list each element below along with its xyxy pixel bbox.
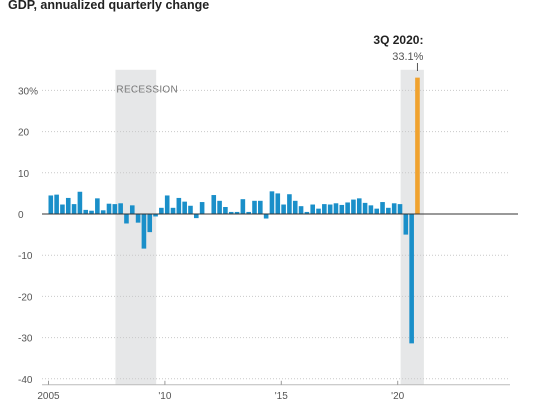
- bar-q48: [327, 204, 333, 214]
- bar-q28: [211, 195, 217, 214]
- y-tick-label: -30: [18, 334, 33, 345]
- bar-q59: [391, 203, 397, 214]
- bar-q31: [228, 211, 234, 214]
- bar-q16: [141, 214, 147, 249]
- bar-q9: [100, 210, 106, 214]
- bar-q39: [275, 193, 281, 214]
- bar-q29: [217, 200, 222, 214]
- bar-q18: [153, 214, 158, 217]
- bar-q53: [356, 198, 362, 214]
- bar-q3: [65, 197, 71, 214]
- bar-q17: [147, 214, 153, 233]
- bar-q1: [54, 194, 59, 214]
- y-tick-label: 10: [18, 169, 30, 180]
- y-tick-label: 0: [18, 210, 24, 221]
- y-tick-label: -40: [18, 375, 33, 386]
- bar-q30: [223, 206, 228, 214]
- bar-q36: [258, 200, 263, 214]
- bar-q44: [304, 211, 310, 214]
- y-tick-label: 30%: [18, 86, 38, 97]
- y-tick-label: 20: [18, 128, 30, 139]
- bar-q61: [403, 214, 409, 235]
- bar-q15: [135, 214, 141, 223]
- bar-q13: [124, 214, 129, 224]
- bar-q41: [287, 194, 292, 214]
- bar-q52: [351, 199, 356, 214]
- bar-q32: [234, 211, 240, 214]
- bar-q47: [322, 204, 327, 214]
- bar-q26: [199, 202, 205, 214]
- bar-q49: [333, 203, 339, 214]
- bar-q21: [170, 207, 176, 214]
- callout-value: 33.1%: [392, 51, 423, 63]
- x-tick-label: '10: [158, 391, 171, 402]
- bar-q2: [60, 204, 65, 214]
- bar-q57: [380, 202, 385, 214]
- bar-q50: [339, 204, 345, 214]
- x-tick-label: '15: [275, 391, 288, 402]
- bar-q43: [298, 206, 304, 214]
- y-tick-label: -10: [18, 251, 33, 262]
- bar-q5: [77, 191, 83, 214]
- bar-q42: [292, 200, 298, 214]
- x-tick-label: '20: [391, 391, 404, 402]
- bar-q54: [362, 202, 368, 214]
- bar-q40: [281, 204, 286, 214]
- bar-q20: [164, 195, 170, 214]
- bar-q62: [409, 214, 414, 344]
- x-tick-label: 2005: [37, 391, 60, 402]
- bar-q22: [176, 197, 182, 214]
- bar-q37: [263, 214, 269, 219]
- bar-q12: [118, 203, 123, 214]
- bar-q58: [386, 207, 391, 214]
- bar-q11: [112, 204, 118, 214]
- bar-q51: [345, 202, 350, 214]
- y-tick-label: -20: [18, 292, 33, 303]
- bar-q10: [106, 203, 112, 214]
- bar-q4: [71, 204, 77, 214]
- bar-q35: [252, 200, 257, 214]
- bar-q24: [188, 205, 193, 214]
- bar-q38: [269, 191, 275, 214]
- bar-q0: [48, 195, 54, 214]
- bar-q34: [246, 211, 251, 214]
- recession-label: RECESSION: [116, 84, 178, 95]
- bar-q33: [240, 199, 246, 214]
- bar-q45: [310, 204, 315, 214]
- bar-q55: [368, 205, 374, 214]
- bar-q19: [159, 207, 164, 214]
- chart-title: GDP, annualized quarterly change: [8, 0, 209, 12]
- callout-title: 3Q 2020:: [373, 33, 423, 47]
- bar-q7: [89, 210, 94, 214]
- bar-q60: [397, 204, 403, 214]
- bar-q23: [182, 201, 187, 214]
- bar-q56: [374, 208, 380, 214]
- bar-q6: [83, 209, 89, 214]
- bar-q14: [129, 205, 135, 214]
- bar-highlight: [415, 77, 420, 215]
- bar-q8: [95, 198, 100, 214]
- bar-q46: [316, 208, 321, 214]
- bar-q25: [194, 214, 199, 219]
